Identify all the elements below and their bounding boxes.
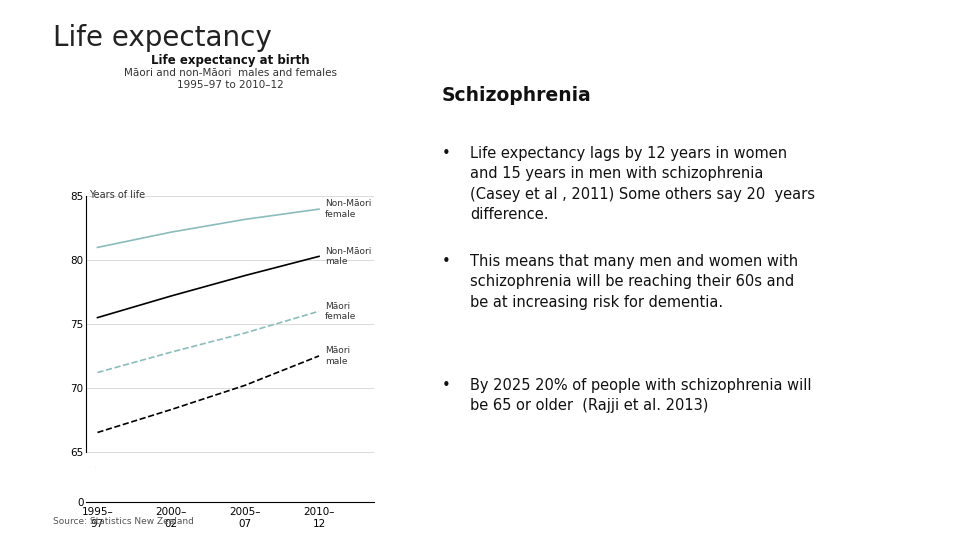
Text: 1995–97 to 2010–12: 1995–97 to 2010–12 [177,80,284,90]
Text: By 2025 20% of people with schizophrenia will
be 65 or older  (Rajji et al. 2013: By 2025 20% of people with schizophrenia… [470,378,812,414]
Text: Source: Statistics New Zealand: Source: Statistics New Zealand [53,517,194,526]
Text: Life expectancy lags by 12 years in women
and 15 years in men with schizophrenia: Life expectancy lags by 12 years in wome… [470,146,815,222]
Text: This means that many men and women with
schizophrenia will be reaching their 60s: This means that many men and women with … [470,254,799,309]
Text: Māori
male: Māori male [324,346,350,366]
Text: •: • [442,378,450,393]
Text: Life expectancy at birth: Life expectancy at birth [151,54,310,67]
Text: Years of life: Years of life [88,190,145,200]
Text: •: • [442,254,450,269]
Text: Non-Māori
male: Non-Māori male [324,247,372,266]
Text: Schizophrenia: Schizophrenia [442,86,591,105]
Text: Māori
female: Māori female [324,301,356,321]
Text: Life expectancy: Life expectancy [53,24,272,52]
Text: Māori and non-Māori  males and females: Māori and non-Māori males and females [124,68,337,78]
Text: •: • [442,146,450,161]
Text: Non-Māori
female: Non-Māori female [324,199,372,219]
